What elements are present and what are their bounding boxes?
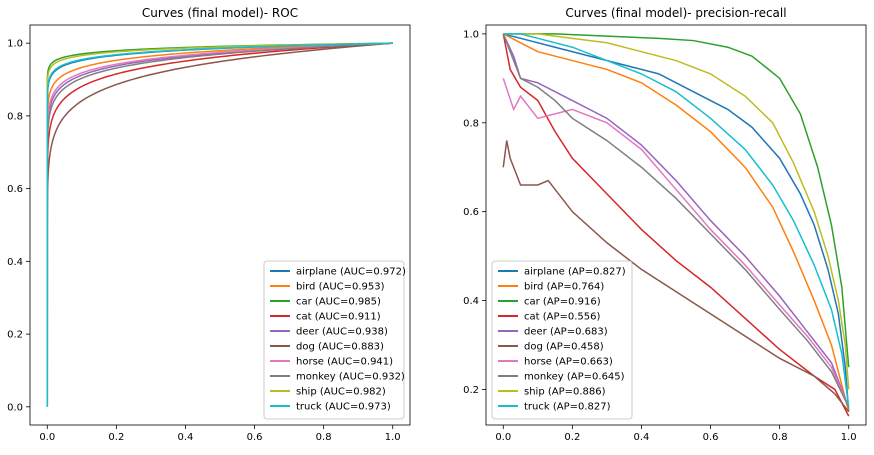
series-line-monkey <box>46 42 393 407</box>
y-tick-label: 0.8 <box>463 118 479 129</box>
series-line-horse <box>46 42 393 407</box>
legend-label: deer (AUC=0.938) <box>296 327 388 338</box>
series-line-airplane <box>503 33 850 412</box>
y-tick-label: 0.8 <box>7 111 23 122</box>
series-line-monkey <box>502 33 850 408</box>
x-tick-label: 0.4 <box>634 432 650 443</box>
legend-box <box>263 260 405 420</box>
series-line-truck <box>46 42 393 407</box>
axes-frame <box>485 24 867 426</box>
legend: airplane (AUC=0.972) bird (AUC=0.953) car … <box>263 260 406 420</box>
legend-label: car (AUC=0.985) <box>296 297 381 308</box>
legend-label: monkey (AP=0.645) <box>524 372 625 383</box>
x-tick-label: 1.0 <box>385 432 401 443</box>
legend-label: dog (AUC=0.883) <box>296 342 384 353</box>
x-tick-label: 0.6 <box>247 432 263 443</box>
y-tick-label: 0.2 <box>463 385 479 396</box>
legend-box <box>491 260 633 420</box>
y-tick-label: 0.2 <box>7 330 23 341</box>
chart-panel-1: Curves (final model)- ROC 0.0 0.2 0.4 0.6 0.8… <box>7 6 411 443</box>
legend-label: deer (AP=0.683) <box>524 327 608 338</box>
x-tick-label: 0.8 <box>316 432 332 443</box>
legend-label: airplane (AP=0.827) <box>524 267 626 278</box>
legend-label: bird (AP=0.764) <box>524 282 604 293</box>
x-tick-label: 0.0 <box>495 432 511 443</box>
legend-label: ship (AP=0.886) <box>524 387 606 398</box>
series-group <box>502 33 850 417</box>
y-tick-label: 0.4 <box>7 257 23 268</box>
y-tick-label: 0.6 <box>7 184 23 195</box>
series-line-deer <box>502 33 850 408</box>
series-line-dog <box>502 140 850 413</box>
y-tick-label: 0.0 <box>7 402 23 413</box>
x-tick-label: 0.2 <box>108 432 124 443</box>
series-line-bird <box>46 42 393 407</box>
legend-label: ship (AUC=0.982) <box>296 387 386 398</box>
legend-label: horse (AUC=0.941) <box>296 357 393 368</box>
legend-label: monkey (AUC=0.932) <box>296 372 405 383</box>
y-tick-label: 1.0 <box>463 29 479 40</box>
x-tick-label: 0.8 <box>772 432 788 443</box>
x-tick-label: 0.4 <box>178 432 194 443</box>
chart-panel-2: Curves (final model)- precision-recall 0.… <box>463 6 867 443</box>
series-line-cat <box>46 42 393 407</box>
y-tick-label: 0.6 <box>463 207 479 218</box>
legend-label: cat (AP=0.556) <box>524 312 601 323</box>
y-tick-label: 0.4 <box>463 296 479 307</box>
legend-label: truck (AUC=0.973) <box>296 402 391 413</box>
series-line-horse <box>502 78 850 408</box>
y-tick-label: 1.0 <box>7 39 23 50</box>
series-line-dog <box>46 42 393 407</box>
x-tick-label: 0.6 <box>703 432 719 443</box>
series-line-truck <box>503 33 850 408</box>
chart-title: Curves (final model)- precision-recall <box>565 6 786 20</box>
series-line-ship <box>503 33 850 390</box>
legend-label: airplane (AUC=0.972) <box>296 267 406 278</box>
x-tick-label: 0.2 <box>564 432 580 443</box>
x-tick-label: 1.0 <box>841 432 857 443</box>
chart-title: Curves (final model)- ROC <box>142 6 298 20</box>
x-tick-label: 0.0 <box>39 432 55 443</box>
series-line-bird <box>502 33 850 412</box>
legend-label: cat (AUC=0.911) <box>296 312 381 323</box>
legend-label: horse (AP=0.663) <box>524 357 613 368</box>
legend-label: bird (AUC=0.953) <box>296 282 385 293</box>
series-line-car <box>503 33 850 368</box>
legend-label: car (AP=0.916) <box>524 297 601 308</box>
legend: airplane (AP=0.827) bird (AP=0.764) car (A… <box>491 260 633 420</box>
axes-frame <box>29 24 411 426</box>
legend-label: truck (AP=0.827) <box>524 402 611 413</box>
series-group <box>46 42 393 407</box>
series-line-cat <box>502 33 850 417</box>
legend-label: dog (AP=0.458) <box>524 342 604 353</box>
